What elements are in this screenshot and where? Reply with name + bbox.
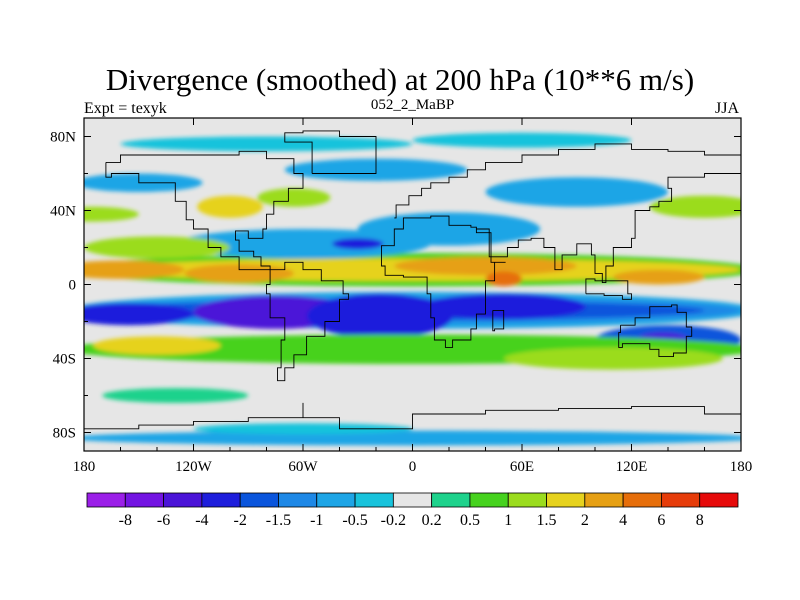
north-div-dateline <box>84 206 139 222</box>
x-tick-label: 180 <box>730 459 753 475</box>
colorbar-label: -4 <box>195 512 208 529</box>
colorbar-label: 0.5 <box>460 512 480 529</box>
colorbar-swatch <box>278 492 318 508</box>
colorbar-label: 8 <box>696 512 704 529</box>
colorbar-swatch <box>507 492 547 508</box>
conv-core-south-atlantic <box>306 293 453 339</box>
colorbar-swatch <box>699 492 739 508</box>
colorbar-swatch <box>469 492 509 508</box>
colorbar: -8 -6 -4 -2 -1.5 -1 -0.5 -0.2 0.2 0.5 1 1.5 2 4 6 8 <box>86 492 739 529</box>
colorbar-swatch <box>201 492 241 508</box>
coastline-6 <box>84 402 741 430</box>
experiment-id-label: 052_2_MaBP <box>370 97 455 113</box>
colorbar-label: 6 <box>657 512 665 529</box>
colorbar-swatch <box>354 492 394 508</box>
div-core-east-pacific <box>84 260 185 279</box>
south-div-indian <box>503 347 723 370</box>
colorbar-swatch <box>86 492 126 508</box>
coastline-7 <box>284 130 377 174</box>
north-div-america <box>197 195 263 218</box>
colorbar-label: -0.2 <box>381 512 406 529</box>
colorbar-swatch <box>316 492 356 508</box>
div-peak-africa <box>485 271 522 287</box>
colorbar-label: -8 <box>119 512 132 529</box>
x-tick-label: 60W <box>288 459 318 475</box>
y-tick-label: 80S <box>53 426 76 442</box>
north-conv-asia <box>485 177 668 207</box>
colorbar-swatch <box>431 492 471 508</box>
colorbar-label: 1.5 <box>537 512 557 529</box>
div-core-africa <box>394 256 577 276</box>
coastline-1 <box>266 261 350 382</box>
south-mid-green <box>102 388 249 403</box>
coastline-4 <box>476 166 741 284</box>
y-tick-label: 80N <box>50 130 76 146</box>
colorbar-swatch <box>239 492 279 508</box>
coastline-8 <box>585 278 632 300</box>
chart-title: Divergence (smoothed) at 200 hPa (10**6 … <box>105 62 695 97</box>
north-conv-core <box>332 238 384 250</box>
south-div-pacific <box>93 336 221 355</box>
div-core-central-america <box>184 264 294 283</box>
coastline-5 <box>618 304 693 358</box>
conv-core-pacific <box>84 303 194 326</box>
coastline-0 <box>105 150 304 271</box>
colorbar-label: 1 <box>504 512 512 529</box>
x-tick-label: 60E <box>510 459 534 475</box>
antarctic-band <box>84 430 741 446</box>
north-div-west-pacific <box>649 195 741 218</box>
colorbar-label: 2 <box>581 512 589 529</box>
arctic-band-east <box>412 132 632 148</box>
x-tick-label: 0 <box>409 459 417 475</box>
season-label: JJA <box>715 100 740 117</box>
arctic-band-west <box>120 136 413 152</box>
conv-core-indian <box>421 293 586 320</box>
coastline-2 <box>381 215 506 348</box>
y-tick-label: 0 <box>69 278 77 294</box>
coastline-3 <box>394 143 741 219</box>
colorbar-swatch <box>163 492 203 508</box>
colorbar-label: -0.5 <box>342 512 367 529</box>
coastline-outline <box>84 130 741 430</box>
x-tick-label: 120E <box>616 459 648 475</box>
experiment-label: Expt = texyk <box>84 100 167 117</box>
colorbar-label: -2 <box>234 512 247 529</box>
colorbar-swatch <box>392 492 433 508</box>
div-core-maritime <box>613 269 705 285</box>
colorbar-swatch <box>622 492 662 508</box>
colorbar-label: -1 <box>310 512 323 529</box>
colorbar-label: 0.2 <box>422 512 442 529</box>
colorbar-label: 4 <box>619 512 627 529</box>
y-tick-label: 40N <box>50 204 76 220</box>
colorbar-swatch <box>661 492 701 508</box>
colorbar-swatch <box>584 492 624 508</box>
colorbar-swatch <box>546 492 586 508</box>
y-tick-label: 40S <box>53 352 76 368</box>
north-div-pacific <box>84 236 230 259</box>
north-div-atlantic <box>257 188 331 207</box>
colorbar-label: -1.5 <box>266 512 291 529</box>
coastline-9 <box>492 309 505 332</box>
antarctic-band-west <box>193 423 413 435</box>
colorbar-swatch <box>124 492 164 508</box>
contour-field <box>84 118 741 451</box>
axis-ticks: 180 120W 60W 0 60E 120E 180 80N 40N 0 40S 80S <box>50 118 752 475</box>
x-tick-label: 180 <box>73 459 96 475</box>
x-tick-label: 120W <box>175 459 213 475</box>
colorbar-label: -6 <box>157 512 170 529</box>
